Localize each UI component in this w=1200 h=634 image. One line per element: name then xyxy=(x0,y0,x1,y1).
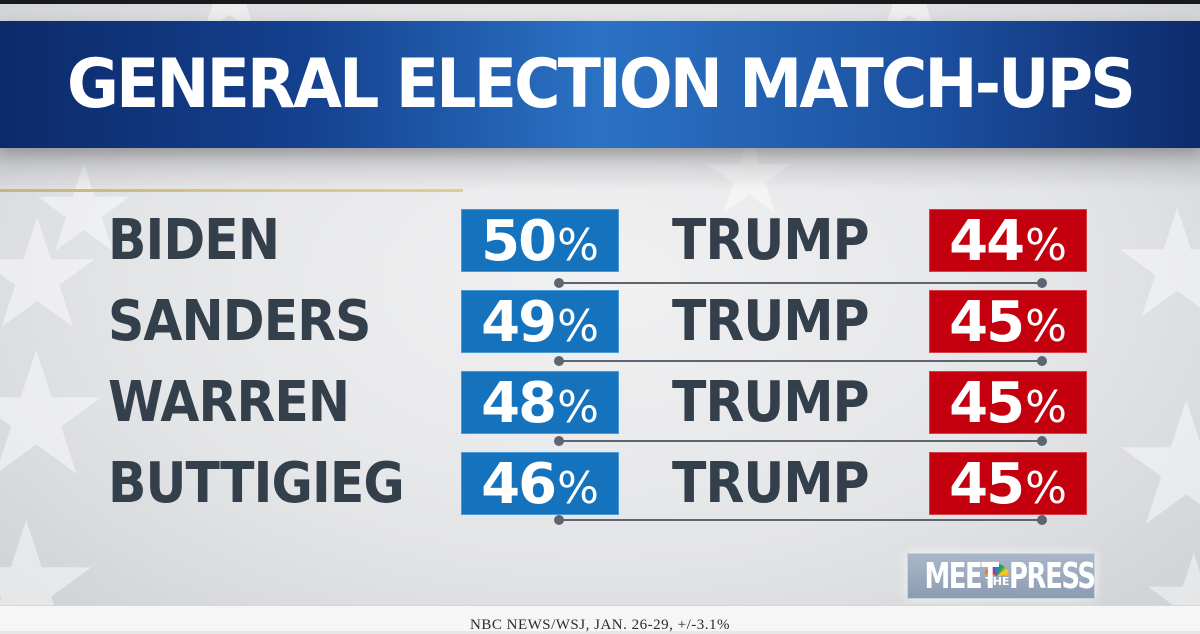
percent-sign: % xyxy=(557,301,599,352)
republican-percent-value: 44 xyxy=(949,209,1025,274)
percent-sign: % xyxy=(557,220,599,271)
gold-divider xyxy=(0,189,463,192)
source-band xyxy=(0,605,1200,631)
row-connector-line xyxy=(559,360,1042,362)
star-icon: ★ xyxy=(1110,178,1200,352)
percent-sign: % xyxy=(1025,301,1067,352)
row-connector-line xyxy=(559,282,1042,284)
percent-sign: % xyxy=(557,463,599,514)
poll-source: NBC NEWS/WSJ, JAN. 26-29, +/-3.1% xyxy=(470,617,730,633)
matchup-row-biden: BIDEN 50% TRUMP 44% xyxy=(0,209,1200,273)
democrat-name: BUTTIGIEG xyxy=(108,451,405,516)
logo-center: THE xyxy=(985,564,1009,588)
republican-percent-box: 45% xyxy=(929,371,1087,436)
connector-dot-left xyxy=(554,436,564,446)
connector-dot-right xyxy=(1037,515,1047,525)
percent-sign: % xyxy=(1025,220,1067,271)
star-icon: ★ xyxy=(30,140,138,279)
connector-dot-left xyxy=(554,356,564,366)
democrat-percent-box: 49% xyxy=(461,290,619,355)
connector-dot-left xyxy=(554,515,564,525)
meet-the-press-logo: MEET THE PRESS xyxy=(907,553,1097,599)
percent-sign: % xyxy=(557,382,599,433)
republican-percent-box: 44% xyxy=(929,209,1087,274)
top-edge xyxy=(0,0,1200,4)
star-icon: ★ xyxy=(1110,366,1200,564)
democrat-name: BIDEN xyxy=(108,208,280,273)
republican-name: TRUMP xyxy=(672,208,870,273)
republican-percent-value: 45 xyxy=(949,290,1025,355)
logo-word-press: PRESS xyxy=(1009,555,1096,597)
democrat-percent-box: 46% xyxy=(461,452,619,517)
matchup-row-sanders: SANDERS 49% TRUMP 45% xyxy=(0,290,1200,354)
democrat-percent-value: 49 xyxy=(481,290,557,355)
republican-name: TRUMP xyxy=(672,370,870,435)
republican-percent-box: 45% xyxy=(929,452,1087,517)
democrat-percent-value: 46 xyxy=(481,452,557,517)
logo-word-meet: MEET xyxy=(924,555,999,597)
republican-percent-value: 45 xyxy=(949,371,1025,436)
page-title: GENERAL ELECTION MATCH-UPS xyxy=(66,45,1136,124)
democrat-name: WARREN xyxy=(108,370,350,435)
democrat-percent-box: 50% xyxy=(461,209,619,274)
percent-sign: % xyxy=(1025,382,1067,433)
connector-dot-right xyxy=(1037,356,1047,366)
connector-dot-left xyxy=(554,278,564,288)
connector-dot-right xyxy=(1037,278,1047,288)
republican-percent-value: 45 xyxy=(949,452,1025,517)
connector-dot-right xyxy=(1037,436,1047,446)
banner-shadow xyxy=(0,148,1200,190)
logo-word-the: THE xyxy=(985,575,1010,588)
peacock-icon xyxy=(985,564,1010,576)
democrat-percent-value: 50 xyxy=(481,209,557,274)
row-connector-line xyxy=(559,519,1042,521)
star-icon: ★ xyxy=(0,316,113,514)
democrat-name: SANDERS xyxy=(108,289,371,354)
democrat-percent-value: 48 xyxy=(481,371,557,436)
row-connector-line xyxy=(559,440,1042,442)
republican-name: TRUMP xyxy=(672,289,870,354)
matchup-row-warren: WARREN 48% TRUMP 45% xyxy=(0,371,1200,435)
matchup-row-buttigieg: BUTTIGIEG 46% TRUMP 45% xyxy=(0,452,1200,516)
title-banner: GENERAL ELECTION MATCH-UPS xyxy=(0,21,1200,148)
star-icon: ★ xyxy=(0,188,105,362)
republican-name: TRUMP xyxy=(672,451,870,516)
percent-sign: % xyxy=(1025,463,1067,514)
democrat-percent-box: 48% xyxy=(461,371,619,436)
republican-percent-box: 45% xyxy=(929,290,1087,355)
